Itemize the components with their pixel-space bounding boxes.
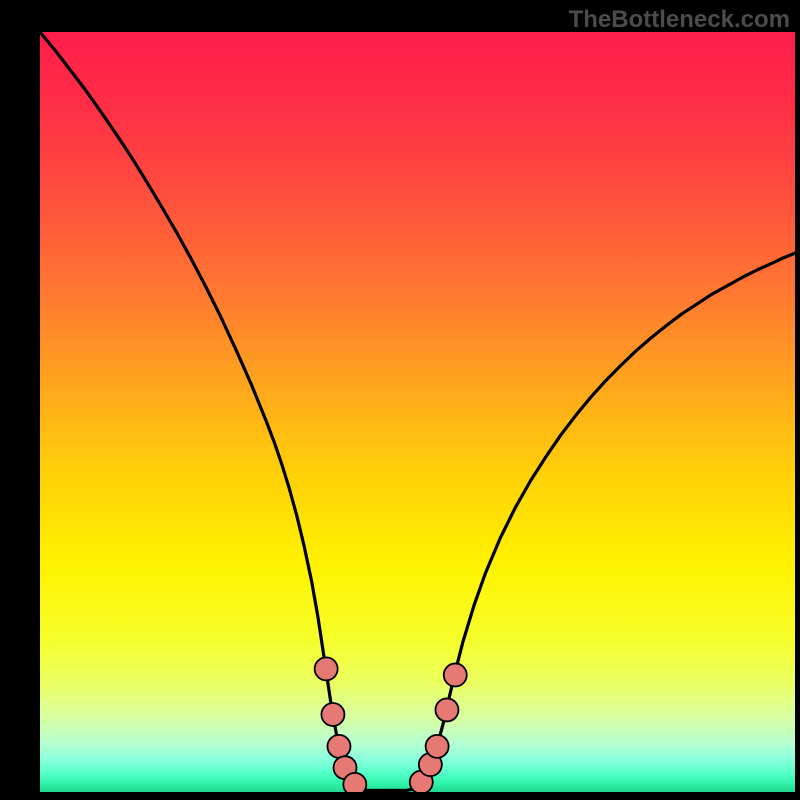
plot-area (40, 32, 795, 792)
chart-container: TheBottleneck.com (0, 0, 800, 800)
marker-point (343, 773, 366, 792)
marker-point (426, 735, 449, 758)
marker-point (444, 663, 467, 686)
watermark-text: TheBottleneck.com (569, 6, 790, 34)
gradient-background (40, 32, 795, 792)
marker-point (315, 657, 338, 680)
marker-point (321, 703, 344, 726)
marker-point (435, 698, 458, 721)
plot-svg (40, 32, 795, 792)
marker-point (327, 735, 350, 758)
